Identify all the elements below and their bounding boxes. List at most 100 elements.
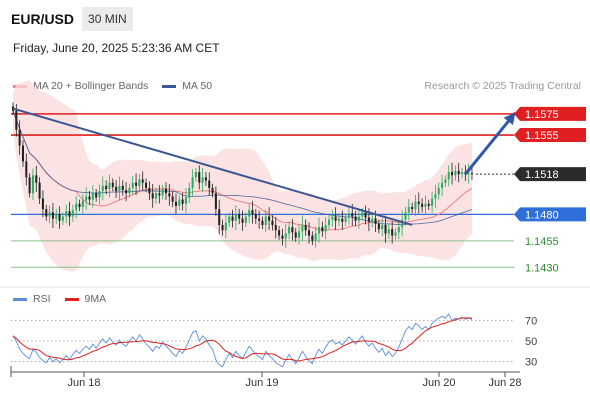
price-label-1.1575: 1.1575 bbox=[525, 109, 559, 121]
candle-body bbox=[31, 175, 34, 194]
candle-body bbox=[460, 172, 464, 175]
candle-body bbox=[208, 180, 211, 188]
rsi-9ma-line bbox=[12, 317, 473, 362]
candle-body bbox=[148, 187, 151, 194]
rsi-tick-50: 50 bbox=[525, 336, 537, 348]
candle-body bbox=[178, 199, 181, 206]
candle-body bbox=[98, 191, 101, 198]
candle-body bbox=[394, 232, 397, 236]
candle-body bbox=[131, 182, 134, 188]
candle-body bbox=[261, 220, 264, 225]
candle-body bbox=[118, 185, 121, 192]
candle-body bbox=[254, 214, 257, 219]
candle-body bbox=[125, 190, 128, 194]
candle-body bbox=[21, 145, 25, 162]
legend-label-ma50: MA 50 bbox=[182, 80, 213, 92]
candle-body bbox=[138, 179, 141, 186]
candle-body bbox=[41, 198, 44, 210]
candle-body bbox=[15, 110, 18, 130]
candle-body bbox=[95, 193, 98, 198]
rsi-tick-70: 70 bbox=[525, 315, 537, 327]
candle-body bbox=[244, 216, 247, 223]
candle-body bbox=[75, 203, 78, 211]
candle-body bbox=[454, 171, 457, 176]
downtrend-line bbox=[12, 107, 413, 226]
candle-body bbox=[291, 227, 294, 233]
candle-body bbox=[327, 219, 331, 225]
x-tick-label-0: Jun 18 bbox=[67, 377, 100, 389]
candle-body bbox=[188, 187, 191, 198]
price-label-1.1518: 1.1518 bbox=[525, 169, 559, 181]
candle-body bbox=[268, 216, 271, 221]
candle-body bbox=[311, 235, 314, 241]
candle-body bbox=[314, 233, 317, 241]
candle-body bbox=[331, 216, 334, 220]
candle-body bbox=[404, 212, 407, 220]
candle-body bbox=[298, 231, 301, 238]
legend-label-ma20: MA 20 + Bollinger Bands bbox=[33, 80, 149, 92]
candle-body bbox=[101, 185, 104, 192]
price-tag-1.1518 bbox=[514, 167, 586, 182]
candle-body bbox=[38, 182, 41, 199]
candle-body bbox=[161, 189, 164, 196]
candle-body bbox=[351, 213, 354, 217]
candle-body bbox=[25, 161, 28, 178]
rsi-legend: RSI 9MA bbox=[13, 293, 120, 305]
candle-body bbox=[407, 206, 410, 213]
candle-body bbox=[115, 186, 118, 192]
candle-body bbox=[437, 187, 440, 195]
candle-body bbox=[55, 214, 58, 219]
candle-body bbox=[214, 193, 217, 210]
legend-swatch-9ma bbox=[64, 297, 79, 301]
candle-body bbox=[427, 203, 430, 206]
candle-body bbox=[85, 196, 88, 201]
candle-body bbox=[444, 179, 447, 183]
forecast-arrow-shaft bbox=[464, 111, 517, 176]
price-tag-1.1555 bbox=[514, 128, 586, 143]
candle-body bbox=[441, 182, 444, 188]
candle-body bbox=[381, 224, 384, 230]
candle-body bbox=[128, 187, 131, 194]
timeframe-button[interactable]: 30 MIN bbox=[82, 7, 133, 31]
header: EUR/USD 30 MIN bbox=[0, 6, 133, 32]
candle-body bbox=[264, 216, 267, 225]
candle-body bbox=[251, 210, 254, 215]
candle-body bbox=[301, 224, 304, 232]
legend-swatch-rsi bbox=[13, 297, 27, 301]
candle-body bbox=[45, 209, 48, 217]
price-label-1.1430: 1.1430 bbox=[525, 262, 559, 274]
legend-label-rsi: RSI bbox=[33, 293, 51, 305]
candle-body bbox=[48, 212, 51, 217]
candle-body bbox=[158, 193, 161, 196]
symbol-label: EUR/USD bbox=[11, 11, 75, 27]
candle-body bbox=[194, 172, 197, 178]
candle-body bbox=[151, 193, 154, 199]
candle-body bbox=[58, 214, 61, 221]
candle-body bbox=[224, 222, 227, 231]
candle-body bbox=[228, 216, 231, 223]
candle-body bbox=[321, 227, 324, 232]
candle-body bbox=[384, 224, 387, 234]
candle-body bbox=[248, 210, 251, 217]
candle-body bbox=[71, 210, 74, 217]
candle-body bbox=[447, 172, 450, 180]
candle-body bbox=[221, 224, 224, 231]
candle-body bbox=[377, 223, 380, 230]
candle-body bbox=[434, 194, 437, 199]
price-label-1.1555: 1.1555 bbox=[525, 130, 559, 142]
candle-body bbox=[234, 214, 237, 221]
x-tick-label-2: Jun 20 bbox=[422, 377, 455, 389]
rsi-tick-30: 30 bbox=[525, 357, 537, 369]
forecast-arrow-head bbox=[503, 112, 516, 126]
candle-body bbox=[337, 218, 340, 221]
candle-body bbox=[467, 173, 470, 175]
candle-body bbox=[271, 220, 274, 225]
price-label-1.1455: 1.1455 bbox=[525, 236, 559, 248]
candle-body bbox=[414, 201, 417, 210]
candle-body bbox=[65, 211, 68, 217]
candle-body bbox=[347, 213, 350, 218]
legend-swatch-ma50 bbox=[162, 84, 177, 88]
candle-body bbox=[421, 203, 424, 207]
candle-body bbox=[307, 230, 311, 236]
